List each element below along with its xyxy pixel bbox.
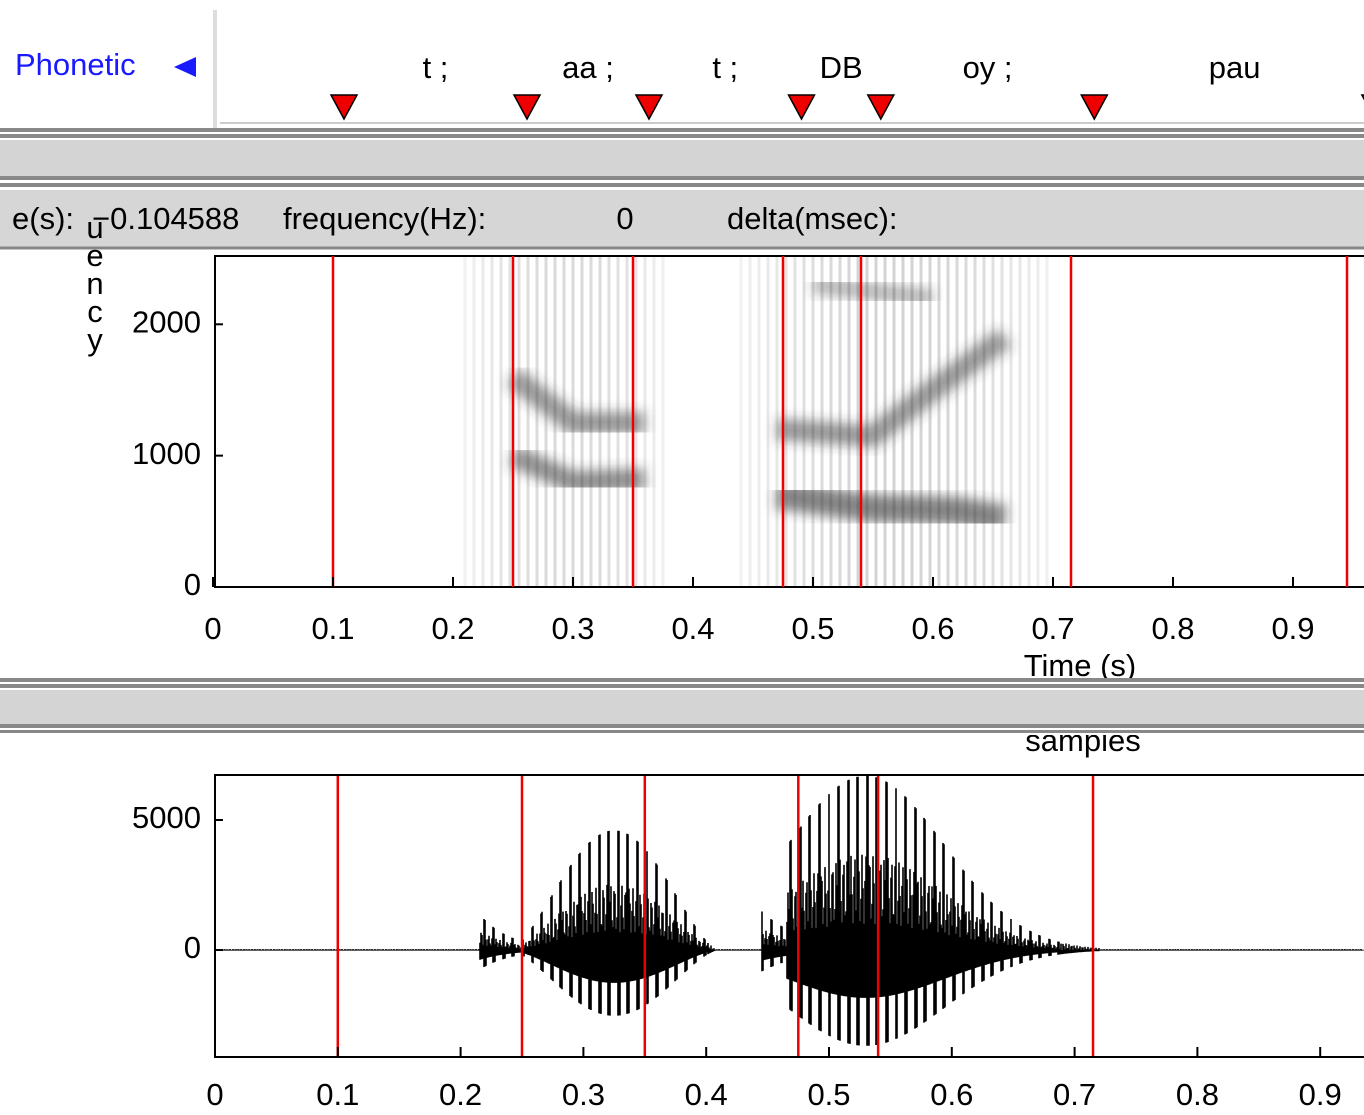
y-tick-label: 2000 [132, 304, 201, 339]
x-tick-label: 0.6 [911, 611, 954, 646]
waveform-title: samples [1025, 723, 1140, 758]
x-tick-label: 0.2 [439, 1077, 482, 1112]
pane-separator [213, 10, 217, 128]
status-time-label: e(s): [12, 201, 74, 236]
segment-label: DB [820, 50, 863, 85]
phonetic-labels: t ; aa ; t ; DB oy ; pau [329, 50, 1364, 121]
splitter [0, 128, 1364, 132]
x-tick-label: 0.5 [807, 1077, 850, 1112]
splitter [0, 678, 1364, 682]
boundary-marker [787, 94, 816, 121]
x-tick-label: 0 [204, 611, 221, 646]
x-tick-label: 0.3 [551, 611, 594, 646]
x-tick-label: 0.1 [311, 611, 354, 646]
segment-label: t ; [423, 50, 449, 85]
spectrogram-formant [812, 275, 934, 307]
status-frequency-value: 0 [616, 201, 633, 236]
x-tick-label: 0.3 [562, 1077, 605, 1112]
boundary-marker [1360, 94, 1364, 101]
x-tick-label: 0.7 [1031, 611, 1074, 646]
y-tick-label: 0 [184, 930, 201, 965]
status-bar [0, 190, 1364, 248]
splitter [0, 183, 1364, 187]
segment-label: aa ; [562, 50, 614, 85]
spectrogram-formant [508, 445, 646, 494]
phonetic-pane [0, 0, 1364, 128]
splitter [0, 134, 1364, 138]
spectrogram-pane: 0 1000 2000 0 0.1 0.2 0.3 0.4 0.5 0.6 0.7 0.8 0.9 Fre… [78, 98, 1364, 683]
segment-label: t ; [712, 50, 738, 85]
x-tick-label: 0.8 [1176, 1077, 1219, 1112]
x-tick-label: 0.4 [671, 611, 714, 646]
y-axis-label: Frequency [78, 98, 113, 357]
spectrogram-formant [775, 481, 1008, 533]
status-time-value: −0.104588 [92, 201, 239, 236]
pane-menu-arrow[interactable] [174, 57, 196, 77]
x-tick-label: 0.6 [930, 1077, 973, 1112]
y-tick-label: 1000 [132, 436, 201, 471]
pane-header [0, 690, 1364, 724]
waveform-pane: samples 0 5000 0 0.1 0.2 0.3 0.4 0.5 0.6 0.7 0.8 0.9 [132, 723, 1364, 1112]
splitter [0, 730, 1364, 733]
y-tick-label: 5000 [132, 800, 201, 835]
pane-header [0, 140, 1364, 176]
boundary-marker [512, 94, 542, 121]
splitter [0, 176, 1364, 180]
boundary-marker [634, 94, 664, 121]
status-delta-label: delta(msec): [727, 201, 898, 236]
waveform-trace [216, 776, 1364, 1046]
x-tick-label: 0.5 [791, 611, 834, 646]
spectrogram-formant [776, 328, 1012, 448]
boundary-marker [866, 94, 896, 121]
plot-frame [214, 774, 1364, 1058]
boundary-marker [329, 94, 359, 121]
segment-label: oy ; [963, 50, 1013, 85]
boundary-marker [1080, 94, 1109, 121]
plot-frame [214, 255, 1364, 588]
splitter [0, 684, 1364, 688]
status-frequency-label: frequency(Hz): [283, 201, 486, 236]
spectrogram-image [463, 257, 1049, 586]
x-tick-label: 0.8 [1151, 611, 1194, 646]
splitter [0, 724, 1364, 728]
y-tick-label: 0 [184, 567, 201, 602]
spectrogram-formant [506, 368, 645, 434]
x-tick-label: 0.1 [316, 1077, 359, 1112]
x-tick-label: 0.4 [685, 1077, 728, 1112]
x-tick-label: 0.7 [1053, 1077, 1096, 1112]
x-axis-label: Time (s) [1024, 648, 1137, 683]
x-tick-label: 0.9 [1271, 611, 1314, 646]
pane-label[interactable]: Phonetic [15, 47, 136, 82]
segment-label: pau [1209, 50, 1261, 85]
x-tick-label: 0 [206, 1077, 223, 1112]
x-tick-label: 0.2 [431, 611, 474, 646]
x-tick-label: 0.9 [1299, 1077, 1342, 1112]
